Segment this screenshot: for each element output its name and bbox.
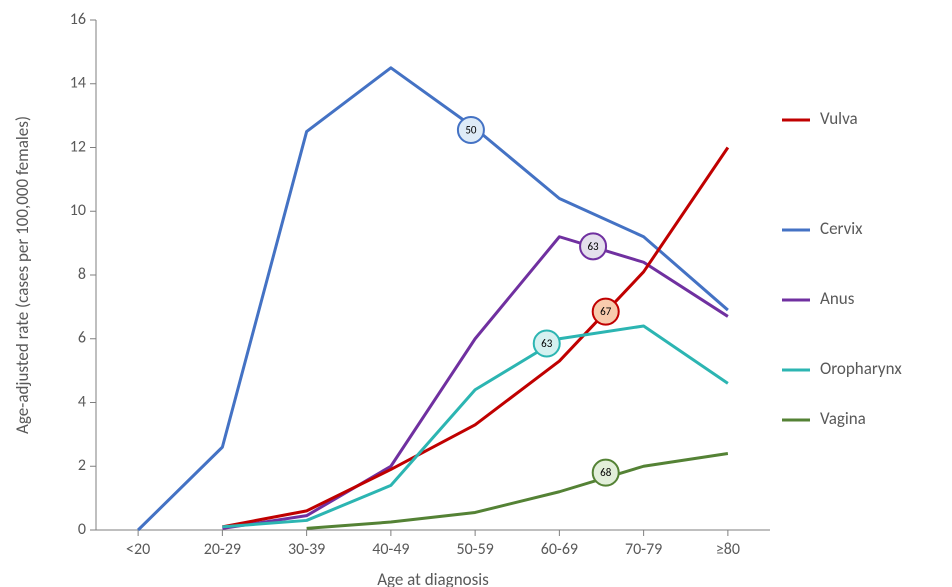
y-tick-label: 2 bbox=[78, 456, 86, 475]
x-tick-label: 20-29 bbox=[204, 540, 241, 559]
x-tick-label: 70-79 bbox=[625, 540, 662, 559]
legend-label-vagina: Vagina bbox=[820, 408, 866, 429]
chart-svg: 0246810121416<2020-2930-3940-4950-5960-6… bbox=[0, 0, 952, 587]
x-tick-label: 60-69 bbox=[541, 540, 578, 559]
y-tick-label: 14 bbox=[70, 74, 86, 93]
y-axis-title: Age-adjusted rate (cases per 100,000 fem… bbox=[12, 116, 33, 434]
x-tick-label: <20 bbox=[126, 540, 150, 559]
x-tick-label: ≥80 bbox=[716, 540, 740, 559]
legend-label-oropharynx: Oropharynx bbox=[820, 358, 902, 379]
series-line-vagina bbox=[307, 454, 728, 529]
series-line-cervix bbox=[138, 68, 728, 530]
x-tick-label: 30-39 bbox=[288, 540, 325, 559]
marker-label-anus: 63 bbox=[587, 240, 599, 253]
y-tick-label: 8 bbox=[78, 265, 86, 284]
line-chart: 0246810121416<2020-2930-3940-4950-5960-6… bbox=[0, 0, 952, 587]
marker-label-cervix: 50 bbox=[465, 123, 477, 136]
x-tick-label: 40-49 bbox=[372, 540, 409, 559]
marker-label-vagina: 68 bbox=[600, 466, 612, 479]
series-line-anus bbox=[222, 237, 728, 529]
y-tick-label: 16 bbox=[70, 10, 86, 29]
y-tick-label: 4 bbox=[78, 392, 86, 411]
marker-label-vulva: 67 bbox=[600, 305, 612, 318]
y-tick-label: 10 bbox=[70, 201, 86, 220]
x-tick-label: 50-59 bbox=[456, 540, 493, 559]
legend-label-anus: Anus bbox=[820, 288, 855, 309]
legend-label-cervix: Cervix bbox=[820, 218, 863, 239]
marker-label-oropharynx: 63 bbox=[541, 337, 553, 350]
x-axis-title: Age at diagnosis bbox=[377, 569, 489, 587]
y-tick-label: 6 bbox=[78, 329, 86, 348]
legend-label-vulva: Vulva bbox=[820, 108, 858, 129]
y-tick-label: 12 bbox=[70, 137, 86, 156]
y-tick-label: 0 bbox=[78, 520, 86, 539]
